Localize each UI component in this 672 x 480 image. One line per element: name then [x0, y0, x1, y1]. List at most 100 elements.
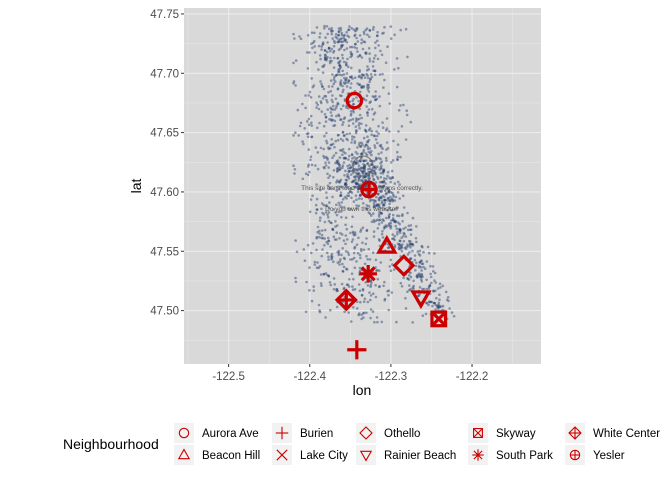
background-point [378, 285, 381, 288]
background-point [377, 44, 380, 47]
background-point [376, 320, 379, 324]
background-point [362, 159, 365, 163]
background-point [327, 147, 331, 151]
background-point [373, 134, 377, 138]
background-point [364, 129, 368, 133]
background-point [391, 237, 394, 241]
background-point [359, 228, 363, 231]
background-point [350, 54, 354, 58]
background-point [358, 289, 362, 293]
background-point [355, 27, 358, 30]
background-point [348, 169, 352, 173]
background-point [380, 200, 384, 203]
background-point [369, 285, 372, 289]
background-point [315, 208, 319, 211]
background-point [439, 305, 443, 308]
background-point [366, 74, 369, 77]
background-point [382, 203, 386, 207]
background-point [307, 94, 311, 97]
background-point [368, 35, 371, 39]
background-point [320, 85, 324, 88]
legend-label: Lake City [300, 450, 348, 462]
background-point [373, 199, 377, 202]
background-point [315, 183, 318, 186]
background-point [420, 278, 423, 281]
background-point [356, 82, 359, 85]
background-point [389, 25, 393, 28]
background-point [348, 190, 352, 193]
background-point [335, 161, 339, 164]
background-point [371, 65, 375, 68]
background-point [395, 320, 398, 324]
background-point [346, 207, 350, 210]
background-point [304, 106, 307, 110]
background-point [367, 178, 371, 182]
background-point [360, 293, 364, 297]
background-point [355, 129, 358, 133]
background-point [404, 138, 408, 141]
background-point [409, 245, 412, 249]
background-point [351, 285, 354, 288]
background-point [315, 106, 318, 109]
background-point [364, 172, 368, 175]
background-point [349, 187, 353, 190]
background-point [381, 185, 384, 189]
background-point [357, 184, 361, 187]
background-point [388, 222, 391, 225]
marker-stroke [473, 428, 483, 438]
background-point [415, 225, 418, 228]
background-point [332, 260, 335, 264]
legend-key-triangle-up [177, 448, 191, 460]
background-point [363, 262, 367, 266]
background-point [337, 201, 341, 205]
background-point [354, 161, 358, 165]
background-point [344, 157, 348, 160]
background-point [333, 56, 336, 60]
background-point [355, 168, 358, 172]
background-point [342, 117, 346, 121]
background-point [320, 233, 324, 237]
background-point [355, 198, 358, 201]
background-point [376, 57, 380, 61]
background-point [341, 139, 345, 142]
background-point [335, 203, 338, 207]
background-point [325, 191, 328, 194]
background-point [326, 172, 329, 176]
background-point [388, 225, 392, 228]
background-point [381, 181, 385, 184]
background-point [335, 73, 338, 77]
background-point [386, 197, 390, 200]
legend-key-asterisk [472, 449, 484, 461]
background-point [341, 131, 345, 134]
background-point [378, 180, 382, 184]
background-point [294, 276, 297, 280]
background-point [311, 41, 315, 45]
background-point [436, 306, 440, 309]
background-point [428, 300, 431, 304]
background-point [380, 232, 384, 236]
background-point [340, 37, 343, 40]
background-point [344, 152, 347, 155]
background-point [339, 185, 343, 189]
background-point [350, 153, 354, 157]
background-point [342, 150, 346, 154]
background-point [366, 114, 370, 117]
background-point [355, 182, 359, 185]
background-point [336, 101, 340, 105]
background-point [405, 245, 408, 249]
background-point [388, 176, 391, 179]
background-point [374, 158, 378, 162]
background-point [306, 120, 309, 123]
background-point [303, 127, 307, 130]
background-point [382, 179, 386, 183]
background-point [322, 272, 326, 276]
background-point [380, 189, 384, 193]
background-point [370, 198, 373, 201]
background-point [425, 278, 428, 282]
background-point [322, 147, 326, 151]
background-point [320, 48, 323, 51]
background-point [340, 45, 344, 48]
background-point [350, 272, 354, 276]
background-point [346, 186, 350, 189]
